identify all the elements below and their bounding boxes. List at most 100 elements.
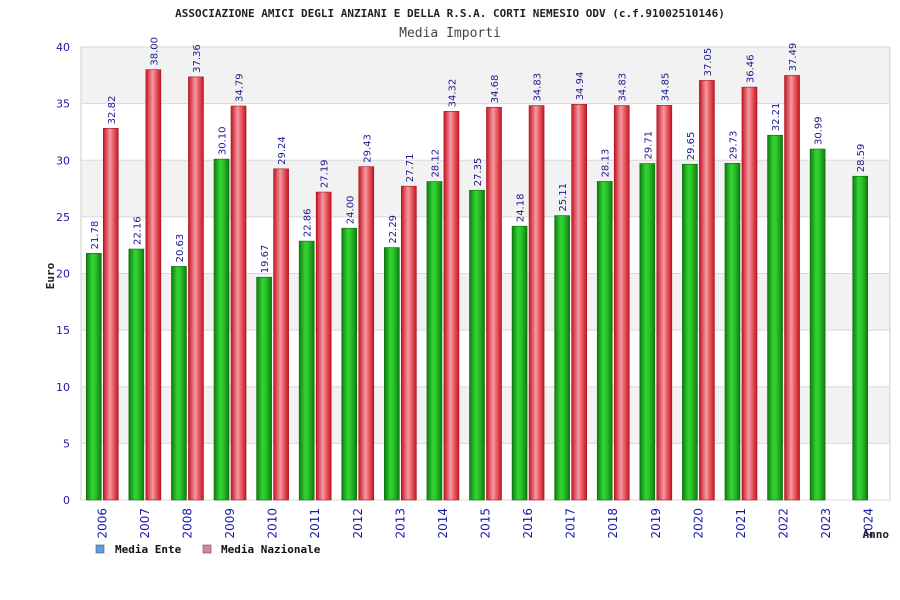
value-label: 28.12 [430, 149, 441, 178]
bar-media-nazionale-2015 [486, 106, 502, 501]
x-tick-label: 2015 [479, 508, 493, 539]
x-tick-label: 2012 [351, 508, 365, 539]
value-label: 19.67 [260, 245, 271, 274]
bar-media-ente-2020 [682, 163, 698, 501]
bar-media-nazionale-2010 [273, 168, 289, 501]
bar-media-ente-2018 [596, 181, 613, 501]
value-label: 29.43 [362, 134, 373, 163]
x-tick-label: 2013 [393, 508, 407, 539]
bar-media-ente-2006 [85, 253, 102, 501]
bar-media-nazionale-2014 [443, 111, 460, 501]
bar-media-nazionale-2012 [358, 166, 375, 501]
bar-media-nazionale-2007 [145, 69, 162, 501]
value-label: 32.82 [107, 96, 118, 125]
value-label: 22.86 [303, 208, 314, 237]
bar-media-nazionale-2008 [188, 76, 204, 501]
legend-swatch-media-ente [95, 544, 105, 554]
value-label: 34.68 [490, 75, 501, 104]
y-tick-label: 25 [56, 211, 70, 224]
legend-label-media-ente: Media Ente [115, 543, 182, 556]
value-label: 22.16 [132, 216, 143, 245]
value-labels: 21.78 32.82 22.16 38.00 20.63 37.36 30.10 34.79… [90, 37, 867, 273]
value-label: 29.73 [728, 131, 739, 160]
value-label: 24.00 [345, 196, 356, 225]
value-label: 28.13 [601, 149, 612, 178]
value-label: 34.79 [235, 73, 246, 102]
x-tick-label: 2023 [819, 508, 833, 539]
y-tick-label: 10 [56, 381, 70, 394]
value-label: 34.32 [447, 79, 458, 108]
bar-media-ente-2007 [128, 248, 145, 501]
y-axis-label: Euro [44, 262, 57, 289]
legend-label-media-nazionale: Media Nazionale [221, 543, 321, 556]
value-label: 27.71 [405, 154, 416, 183]
bar-media-nazionale-2020 [699, 80, 715, 501]
value-label: 29.65 [686, 132, 697, 161]
bar-media-ente-2015 [469, 189, 485, 501]
bar-media-ente-2010 [256, 276, 272, 501]
value-label: 34.85 [660, 73, 671, 102]
value-label: 37.36 [192, 44, 203, 73]
x-tick-label: 2009 [223, 508, 237, 539]
value-label: 27.35 [473, 158, 484, 187]
bar-media-ente-2013 [384, 247, 400, 501]
value-label: 37.05 [703, 48, 714, 77]
value-label: 29.71 [643, 131, 654, 160]
legend-swatch-media-nazionale [202, 544, 212, 554]
bar-media-ente-2009 [213, 158, 230, 501]
bar-media-ente-2011 [298, 240, 315, 501]
bar-media-ente-2012 [341, 227, 358, 501]
x-tick-label: 2007 [138, 508, 152, 539]
bar-media-ente-2021 [724, 163, 741, 501]
bar-media-ente-2024 [852, 175, 869, 501]
bar-media-nazionale-2021 [741, 86, 758, 501]
value-label: 30.99 [814, 116, 825, 145]
bar-media-nazionale-2013 [401, 185, 417, 501]
legend: Media Ente Media Nazionale [95, 543, 321, 556]
x-tick-label: 2017 [564, 508, 578, 539]
x-tick-label: 2021 [734, 508, 748, 539]
value-label: 27.19 [320, 159, 331, 188]
bar-media-nazionale-2011 [315, 191, 332, 501]
chart-title: ASSOCIAZIONE AMICI DEGLI ANZIANI E DELLA… [175, 7, 725, 20]
bar-media-nazionale-2016 [528, 105, 545, 501]
x-tick-label: 2011 [308, 508, 322, 539]
bars-group [85, 69, 869, 501]
x-tick-label: 2006 [95, 508, 109, 539]
bar-media-ente-2016 [511, 225, 528, 501]
chart-subtitle: Media Importi [399, 26, 501, 41]
bar-media-nazionale-2022 [784, 75, 800, 501]
x-tick-label: 2016 [521, 508, 535, 539]
y-tick-label: 5 [63, 437, 70, 450]
y-tick-label: 30 [56, 154, 70, 167]
value-label: 34.83 [533, 73, 544, 102]
bar-media-nazionale-2018 [613, 105, 630, 501]
value-label: 28.59 [856, 144, 867, 173]
value-label: 24.18 [516, 194, 527, 223]
bar-media-nazionale-2006 [102, 128, 119, 501]
y-tick-label: 15 [56, 324, 70, 337]
x-tick-label: 2018 [606, 508, 620, 539]
x-axis-label: Anno [863, 528, 890, 541]
value-label: 22.29 [388, 215, 399, 244]
bar-media-ente-2023 [809, 148, 826, 501]
y-tick-label: 35 [56, 98, 70, 111]
bar-media-nazionale-2009 [230, 105, 247, 501]
value-label: 38.00 [149, 37, 160, 66]
value-label: 20.63 [175, 234, 186, 263]
x-tick-label: 2024 [862, 508, 876, 539]
value-label: 30.10 [218, 126, 229, 155]
x-tick-label: 2008 [180, 508, 194, 539]
bar-media-ente-2014 [426, 181, 443, 501]
value-label: 34.83 [618, 73, 629, 102]
x-axis-ticks: 2006 2007 2008 2009 2010 2011 2012 2013 2014 2015… [95, 508, 875, 539]
value-label: 32.21 [771, 103, 782, 132]
bar-media-nazionale-2019 [656, 105, 673, 501]
x-tick-label: 2014 [436, 508, 450, 539]
value-label: 34.94 [575, 72, 586, 101]
bar-media-nazionale-2017 [571, 104, 587, 501]
y-tick-label: 20 [56, 268, 70, 281]
y-axis-ticks: 0 5 10 15 20 25 30 35 40 [56, 41, 70, 507]
bar-media-ente-2022 [767, 134, 783, 501]
bar-media-ente-2017 [554, 215, 570, 501]
